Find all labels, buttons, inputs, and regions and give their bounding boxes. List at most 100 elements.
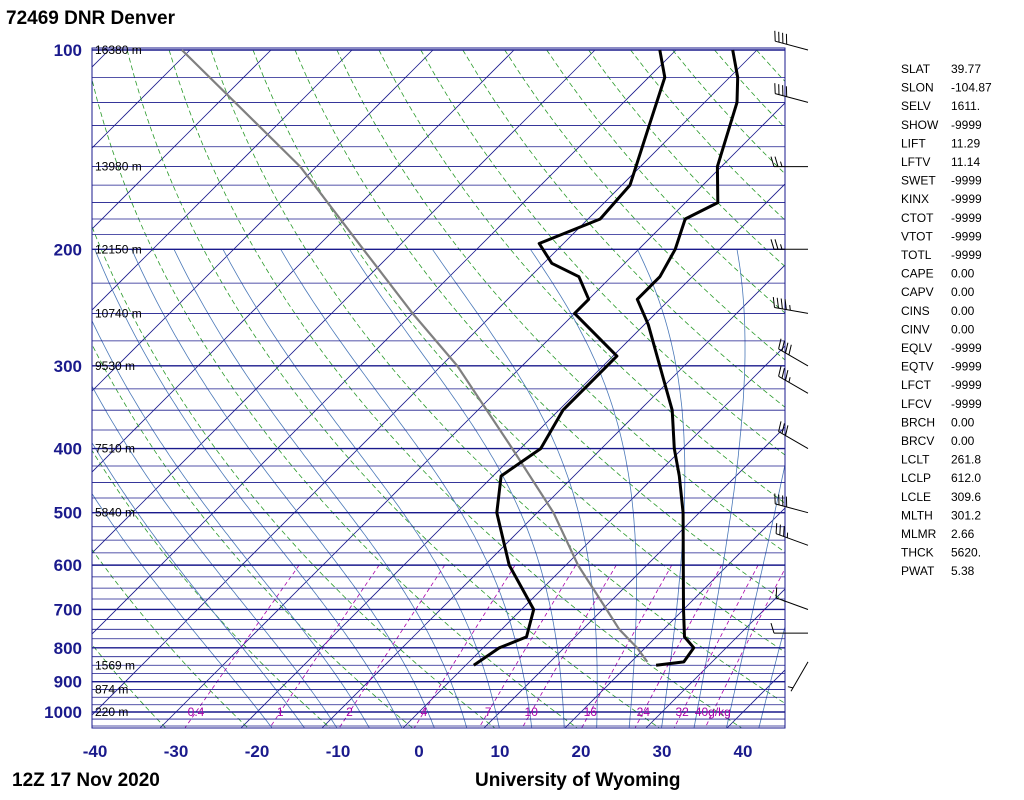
- index-value: 0.00: [951, 415, 975, 429]
- temperature-tick-label: -30: [164, 742, 189, 761]
- height-label: 7510 m: [95, 442, 135, 456]
- wind-barb-staff: [775, 597, 809, 610]
- moist-adiabat: [349, 249, 565, 728]
- mixing-ratio-label: 24: [637, 705, 651, 719]
- index-name: SHOW: [901, 118, 939, 132]
- wind-barb: [778, 421, 809, 450]
- temperature-tick-label: 20: [572, 742, 591, 761]
- wind-barb-half: [787, 686, 794, 689]
- height-label: 13980 m: [95, 160, 142, 174]
- pressure-tick-label: 700: [54, 600, 82, 619]
- mixing-ratio-label: 1: [277, 705, 284, 719]
- pressure-tick-label: 200: [54, 240, 82, 259]
- index-name: SWET: [901, 174, 936, 188]
- index-name: MLMR: [901, 527, 937, 541]
- wind-barb-full: [779, 524, 781, 536]
- chart-source: University of Wyoming: [475, 770, 681, 791]
- temperature-axis: -40 -30 -20 -10 0 10 20 30 40: [83, 742, 753, 761]
- index-name: SLON: [901, 81, 934, 95]
- moist-adiabat: [92, 319, 370, 728]
- mixing-ratio-line: [634, 564, 723, 728]
- wind-barb: [778, 338, 809, 367]
- isotherm-line: [321, 264, 785, 728]
- wind-barb-staff: [774, 307, 809, 314]
- index-name: BRCH: [901, 415, 935, 429]
- index-name: PWAT: [901, 564, 935, 578]
- mixing-ratio-label: 0.4: [188, 705, 205, 719]
- mixing-ratio-line: [521, 564, 617, 728]
- index-value: -104.87: [951, 81, 992, 95]
- index-name: LFCV: [901, 397, 932, 411]
- dry-adiabat: [420, 49, 785, 456]
- height-label: 12150 m: [95, 242, 142, 256]
- index-name: TOTL: [901, 248, 932, 262]
- height-label: 5840 m: [95, 506, 135, 520]
- index-name: LFCT: [901, 378, 932, 392]
- wind-barb-staff: [778, 431, 809, 450]
- index-value: -9999: [951, 118, 982, 132]
- index-name: EQTV: [901, 360, 934, 374]
- isotherm-line: [92, 49, 353, 311]
- wind-barb-staff: [790, 661, 809, 692]
- index-name: KINX: [901, 192, 929, 206]
- height-label: 874 m: [95, 683, 128, 697]
- mixing-ratio-label: 7: [485, 705, 492, 719]
- wind-barb-full: [781, 340, 785, 352]
- dry-adiabat: [92, 548, 249, 728]
- index-value: 261.8: [951, 453, 981, 467]
- wind-barb-full: [785, 342, 789, 354]
- pressure-tick-label: 300: [54, 357, 82, 376]
- index-value: 0.00: [951, 434, 975, 448]
- index-value: 11.29: [951, 136, 980, 150]
- pressure-tick-label: 400: [54, 440, 82, 459]
- moist-adiabat: [94, 249, 403, 728]
- dry-adiabat: [0, 50, 84, 729]
- index-value: 612.0: [951, 471, 981, 485]
- isobars: [92, 49, 785, 727]
- wind-barb-full: [770, 156, 775, 167]
- moist-adiabat: [637, 249, 686, 728]
- index-value: -9999: [951, 229, 982, 243]
- dry-adiabat: [210, 49, 785, 704]
- wind-barb-staff: [775, 40, 809, 51]
- parcel-path: [181, 49, 649, 663]
- index-value: -9999: [951, 378, 982, 392]
- wind-barb-full: [781, 367, 785, 379]
- temperature-tick-label: 30: [653, 742, 672, 761]
- isotherm-line: [402, 345, 785, 728]
- wind-barb-staff: [775, 503, 809, 514]
- height-label: 16380 m: [95, 43, 142, 57]
- pressure-tick-label: 900: [54, 673, 82, 692]
- moist-adiabat: [173, 249, 468, 728]
- isotherm-line: [92, 49, 110, 68]
- pressure-tick-label: 500: [54, 504, 82, 523]
- index-value: -9999: [951, 397, 982, 411]
- temperature-tick-label: -40: [83, 742, 108, 761]
- dry-adiabat: [294, 49, 785, 603]
- wind-barb-full: [775, 587, 778, 598]
- index-value: 11.14: [951, 155, 980, 169]
- mixing-ratio-line: [338, 564, 446, 728]
- wind-barb-staff: [778, 348, 809, 367]
- wind-barb-full: [772, 297, 775, 308]
- wind-barb: [775, 587, 809, 610]
- mixing-ratio-line: [581, 564, 673, 728]
- isotherm-line: [240, 183, 785, 728]
- index-name: LCLT: [901, 453, 930, 467]
- wind-barb: [774, 30, 809, 51]
- index-value: 301.2: [951, 508, 981, 522]
- index-name: VTOT: [901, 229, 933, 243]
- dry-adiabat: [92, 225, 496, 728]
- isotherm-line: [92, 49, 434, 392]
- index-name: CTOT: [901, 211, 934, 225]
- index-name: EQLV: [901, 341, 932, 355]
- height-labels: 16380 m 13980 m 12150 m 10740 m 9530 m 7510 m…: [95, 43, 142, 719]
- profiles: [181, 49, 740, 667]
- wind-barb: [774, 83, 809, 103]
- moist-adiabat: [280, 249, 533, 728]
- index-value: 2.66: [951, 527, 975, 541]
- index-name: MLTH: [901, 508, 933, 522]
- temperature-tick-label: 10: [491, 742, 510, 761]
- mixing-ratio-label: 16: [584, 705, 598, 719]
